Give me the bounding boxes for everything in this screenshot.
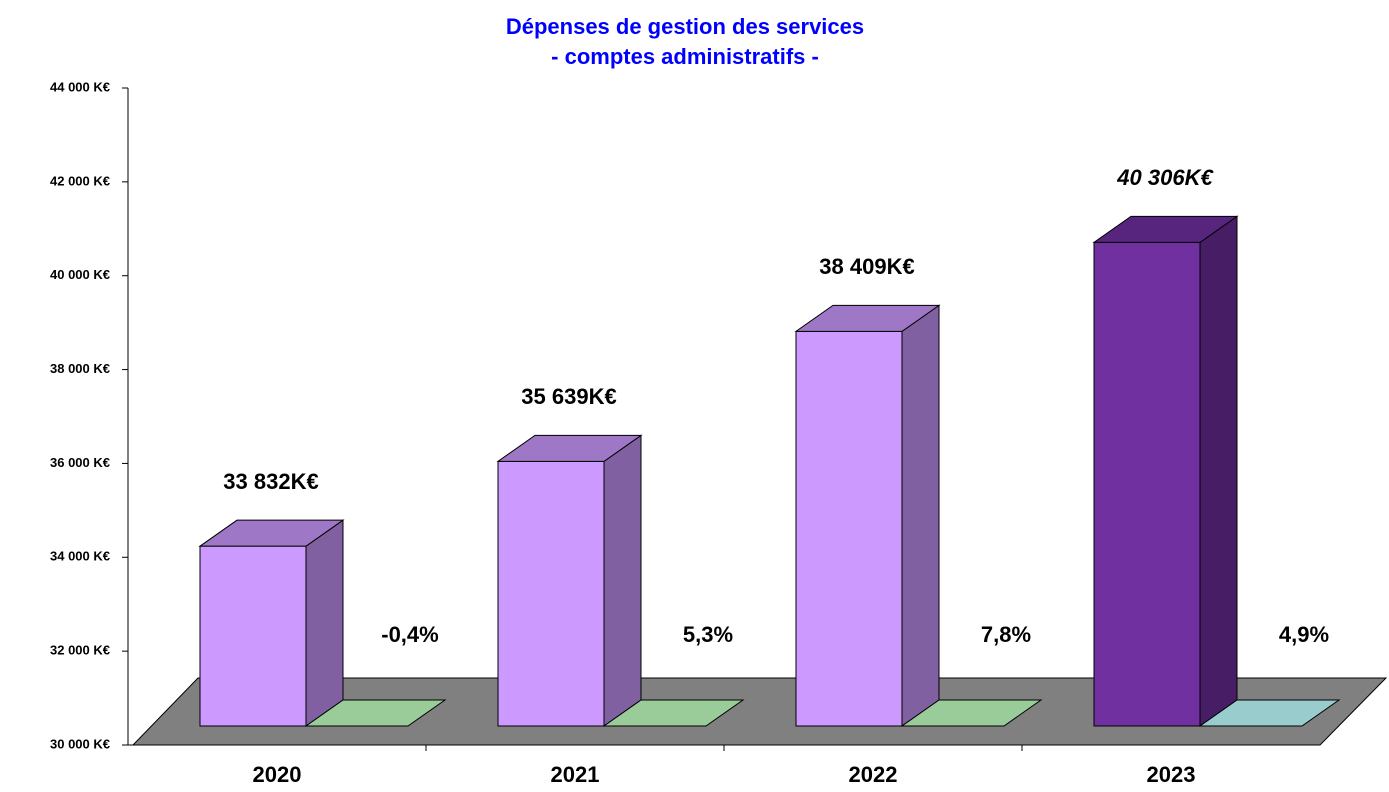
bar-face — [794, 304, 941, 332]
y-tick-label: 44 000 K€ — [50, 79, 110, 94]
bar-face — [795, 330, 903, 727]
y-tick-label: 40 000 K€ — [50, 267, 110, 282]
chart-title: Dépenses de gestion des services — [506, 14, 864, 39]
x-tick-label: 2020 — [253, 762, 302, 787]
percent-slab — [1198, 699, 1341, 727]
percent-slab — [602, 699, 745, 727]
bar — [198, 519, 345, 727]
bar-face — [305, 519, 344, 727]
bar — [794, 304, 941, 727]
percent-label: -0,4% — [381, 622, 438, 647]
bar-face — [199, 545, 307, 727]
y-tick-label: 42 000 K€ — [50, 173, 110, 188]
percent-label: 7,8% — [981, 622, 1031, 647]
percent-label: 4,9% — [1279, 622, 1329, 647]
value-label: 35 639K€ — [521, 384, 616, 409]
y-tick-label: 38 000 K€ — [50, 361, 110, 376]
x-tick-label: 2021 — [551, 762, 600, 787]
bar-face — [603, 434, 642, 727]
percent-label: 5,3% — [683, 622, 733, 647]
bar-face — [497, 460, 605, 727]
bar — [1092, 215, 1239, 727]
bar-face — [496, 434, 643, 462]
chart-subtitle: - comptes administratifs - — [551, 44, 819, 69]
y-tick-label: 32 000 K€ — [50, 643, 110, 658]
bar — [496, 434, 643, 727]
y-tick-label: 30 000 K€ — [50, 736, 110, 751]
value-label: 38 409K€ — [819, 254, 914, 279]
bar-face — [1092, 215, 1239, 243]
value-label: 40 306K€ — [1116, 165, 1214, 190]
bar-face — [901, 304, 940, 727]
x-tick-label: 2023 — [1147, 762, 1196, 787]
bar-face — [198, 519, 345, 547]
percent-slab — [304, 699, 447, 727]
bar-face — [1199, 215, 1238, 727]
percent-slab — [900, 699, 1043, 727]
y-tick-label: 34 000 K€ — [50, 549, 110, 564]
x-tick-label: 2022 — [849, 762, 898, 787]
value-label: 33 832K€ — [223, 469, 318, 494]
bar-face — [1093, 241, 1201, 727]
y-tick-label: 36 000 K€ — [50, 455, 110, 470]
